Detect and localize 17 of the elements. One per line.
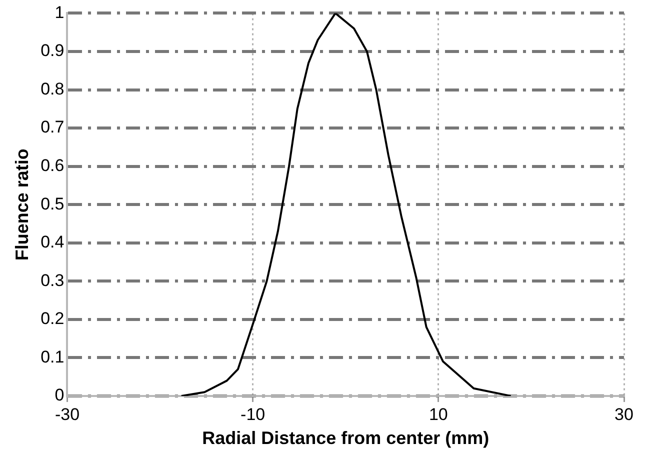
y-tick-label: 0.8 bbox=[40, 79, 64, 98]
y-tick-label: 0.1 bbox=[40, 347, 64, 366]
x-tick-label: -30 bbox=[54, 404, 80, 424]
y-tick-label: 0.4 bbox=[40, 232, 64, 252]
y-tick-label: 0.3 bbox=[40, 270, 64, 290]
y-axis-title: Fluence ratio bbox=[12, 148, 32, 261]
y-tick-label: 0.9 bbox=[40, 41, 64, 60]
y-tick-label: 0.2 bbox=[40, 309, 64, 328]
y-tick-label: 0.7 bbox=[40, 118, 64, 137]
y-tick-label: 0 bbox=[54, 386, 64, 405]
y-tick-label: 0.5 bbox=[40, 194, 64, 214]
y-tick-label: 1 bbox=[54, 2, 64, 22]
x-tick-label: 10 bbox=[428, 404, 448, 424]
x-tick-label: 30 bbox=[614, 404, 634, 424]
x-axis-title: Radial Distance from center (mm) bbox=[202, 428, 490, 448]
x-tick-label: -10 bbox=[240, 404, 266, 424]
y-tick-label: 0.6 bbox=[40, 156, 64, 176]
